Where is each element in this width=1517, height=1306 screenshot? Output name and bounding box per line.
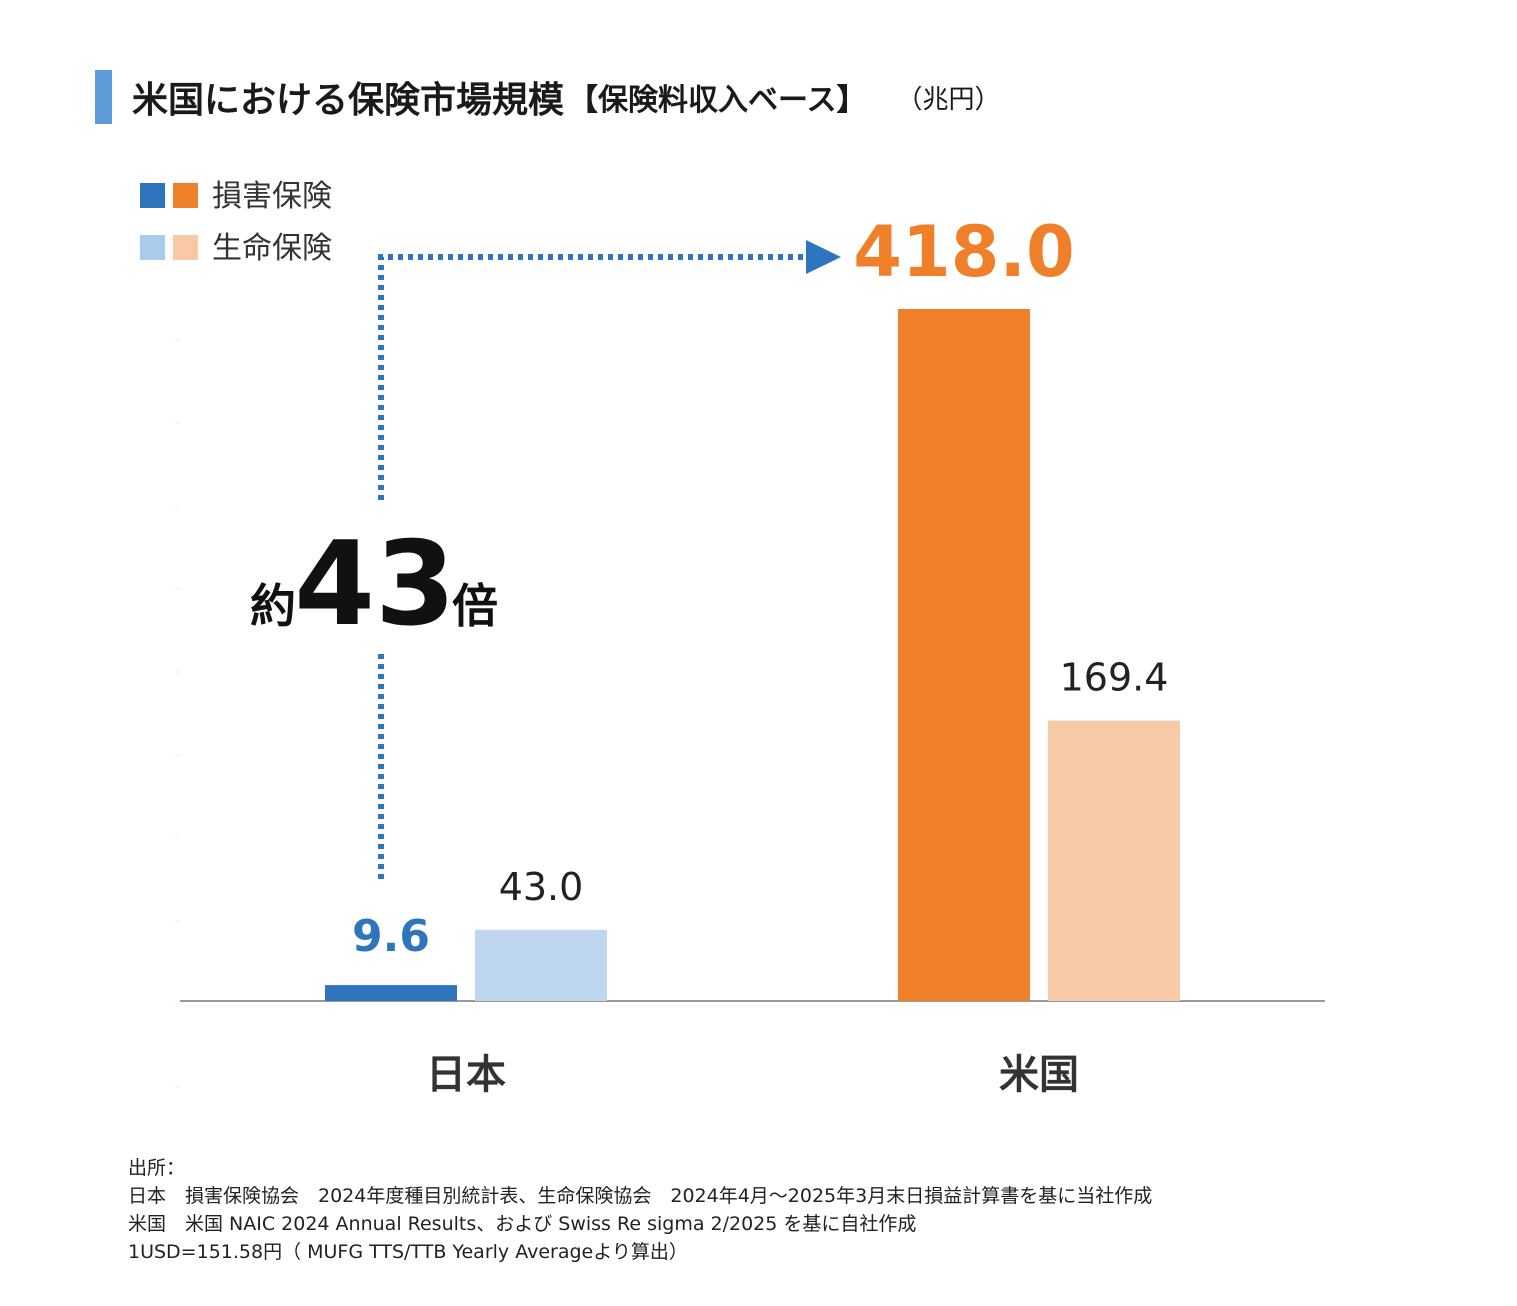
x-tick-label-us: 米国 (999, 1052, 1079, 1098)
multiplier-number: 43 (294, 517, 455, 652)
legend-label-nonlife: 損害保険 (212, 179, 332, 214)
data-label-us-nonlife: 418.0 (853, 211, 1074, 293)
multiplier-suffix: 倍 (452, 579, 498, 633)
data-label-us-life: 169.4 (1060, 656, 1169, 700)
source-line-rate: 1USD=151.58円（ MUFG TTS/TTB Yearly Averag… (128, 1241, 688, 1263)
bar-us-life (1048, 720, 1180, 1001)
source-line-japan: 日本 損害保険協会 2024年度種目別統計表、生命保険協会 2024年4月～20… (128, 1185, 1153, 1207)
x-tick-label-japan: 日本 (426, 1052, 506, 1098)
legend-swatch-life-us (173, 235, 198, 260)
multiplier-prefix: 約 (250, 579, 296, 633)
legend-swatch-life-japan (140, 235, 165, 260)
sources-note: 出所： 日本 損害保険協会 2024年度種目別統計表、生命保険協会 2024年4… (128, 1154, 1152, 1266)
bar-japan-life (475, 929, 607, 1001)
data-label-japan-nonlife: 9.6 (352, 911, 430, 962)
title-accent-bar (95, 70, 112, 124)
title-subtitle: 【保険料収入ベース】 (568, 83, 867, 118)
sources-heading: 出所： (128, 1157, 186, 1179)
arrow-head-icon (806, 240, 841, 274)
legend-swatch-nonlife-japan (140, 183, 165, 208)
title-main: 米国における保険市場規模 (132, 80, 565, 121)
chart-title: 米国における保険市場規模 【保険料収入ベース】 （兆円） (132, 70, 1001, 124)
title-unit: （兆円） (896, 84, 1001, 115)
data-label-japan-life: 43.0 (499, 865, 584, 909)
bar-us-nonlife (898, 309, 1030, 1001)
legend-swatch-nonlife-us (173, 183, 198, 208)
bar-japan-nonlife (325, 985, 457, 1001)
legend-label-life: 生命保険 (212, 231, 332, 266)
source-line-us: 米国 米国 NAIC 2024 Annual Results、および Swiss… (128, 1213, 917, 1235)
arrow-dotted-upper (378, 254, 806, 500)
